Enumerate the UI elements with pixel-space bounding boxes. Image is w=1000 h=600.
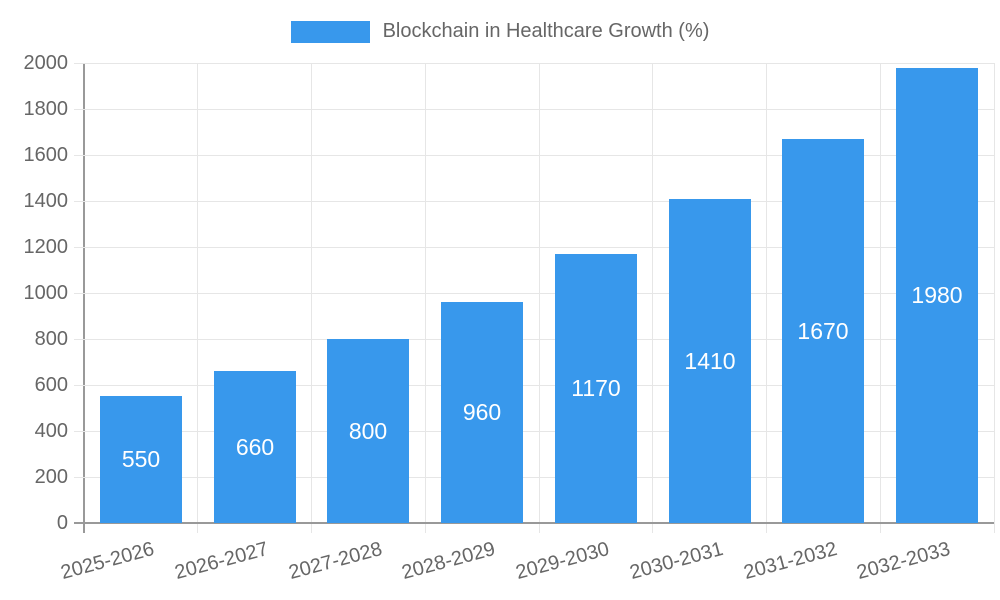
y-tick-mark	[74, 200, 84, 202]
legend-color-swatch	[290, 20, 370, 43]
x-axis-label: 2030-2031	[627, 537, 726, 584]
y-gridline	[84, 154, 994, 156]
y-gridline	[84, 476, 994, 478]
x-tick-mark	[879, 523, 881, 533]
y-tick-label: 2000	[23, 52, 69, 74]
y-tick-label: 1600	[23, 144, 69, 166]
y-tick-label: 400	[34, 420, 68, 442]
bar-value-label: 1980	[911, 282, 963, 308]
x-axis-label: 2026-2027	[172, 537, 271, 584]
y-tick-mark	[74, 154, 84, 156]
bar-value-label: 1670	[797, 317, 849, 344]
y-gridline	[84, 384, 994, 386]
y-tick-mark	[74, 476, 84, 478]
x-tick-mark	[424, 523, 426, 533]
chart-legend[interactable]: Blockchain in Healthcare Growth (%)	[0, 20, 1000, 43]
y-tick-mark	[74, 384, 84, 386]
x-tick-mark	[538, 523, 540, 533]
y-tick-label: 1800	[23, 98, 69, 120]
x-tick-mark	[652, 523, 654, 533]
x-axis-label: 2032-2033	[854, 537, 954, 584]
bar-value-label: 660	[235, 433, 275, 460]
y-gridline	[84, 292, 994, 294]
x-axis-label: 2027-2028	[286, 537, 385, 584]
x-axis-label: 2028-2029	[399, 537, 499, 584]
bar-value-label: 1170	[571, 375, 621, 401]
legend-label: Blockchain in Healthcare Growth (%)	[382, 20, 710, 42]
y-tick-label: 600	[34, 374, 68, 396]
y-gridline	[84, 246, 994, 248]
x-axis-label: 2029-2030	[513, 537, 612, 584]
x-axis-line	[84, 522, 994, 524]
y-tick-mark	[74, 338, 84, 340]
x-tick-mark	[766, 523, 767, 533]
y-tick-mark	[74, 246, 84, 248]
bar: 1670	[782, 139, 864, 523]
x-tick-mark	[311, 523, 312, 533]
y-tick-mark	[74, 108, 84, 110]
x-tick-mark	[197, 523, 199, 533]
bar: 800	[327, 339, 409, 523]
y-tick-mark	[74, 430, 84, 432]
bar: 660	[214, 371, 296, 523]
bar: 1410	[669, 199, 751, 523]
bar: 1170	[555, 254, 637, 523]
y-tick-mark	[74, 292, 84, 294]
y-gridline	[84, 62, 994, 64]
x-tick-mark	[83, 523, 85, 533]
y-tick-label: 1400	[23, 190, 69, 212]
y-tick-label: 0	[56, 512, 68, 534]
y-tick-label: 200	[34, 466, 68, 488]
bar: 960	[441, 302, 523, 523]
y-tick-label: 800	[34, 328, 68, 350]
y-tick-mark	[74, 522, 84, 524]
y-gridline	[84, 430, 994, 432]
x-axis-label: 2025-2026	[58, 537, 157, 584]
y-tick-label: 1200	[23, 236, 69, 258]
x-tick-mark	[993, 523, 995, 533]
y-tick-label: 1000	[23, 282, 69, 304]
bar-value-label: 550	[121, 446, 161, 472]
bar: 550	[100, 396, 182, 523]
x-gridline	[993, 63, 995, 523]
bar-value-label: 1410	[684, 347, 736, 374]
bar: 1980	[896, 68, 978, 523]
y-tick-mark	[74, 62, 84, 64]
y-gridline	[84, 338, 994, 340]
y-gridline	[84, 200, 994, 202]
y-gridline	[84, 108, 994, 110]
x-axis-label: 2031-2032	[741, 537, 840, 584]
bar-value-label: 960	[462, 399, 502, 425]
bar-value-label: 800	[348, 417, 388, 444]
